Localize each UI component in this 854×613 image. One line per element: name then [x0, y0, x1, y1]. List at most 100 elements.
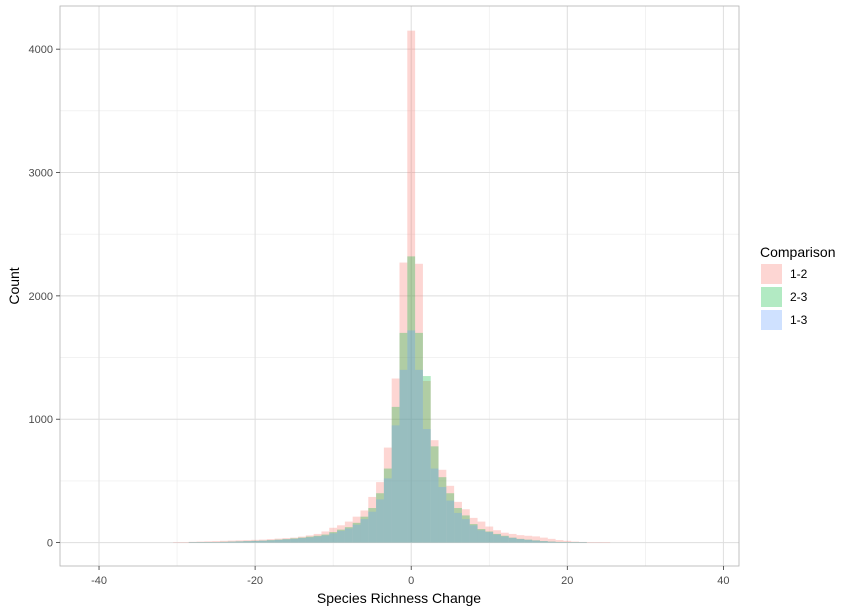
histogram-bar [446, 500, 455, 543]
histogram-bar [461, 509, 470, 543]
y-tick-label: 3000 [29, 168, 53, 180]
histogram-bar [243, 541, 252, 543]
histogram-bar [266, 539, 275, 543]
histogram-bar [188, 541, 197, 543]
histogram-bar [539, 541, 548, 543]
histogram-bar [407, 30, 416, 543]
histogram-bar [337, 529, 345, 543]
histogram-bar [196, 542, 205, 543]
x-axis-title: Species Richness Change [317, 590, 481, 606]
histogram-bar [313, 535, 322, 543]
histogram-bar [422, 376, 431, 543]
histogram-bar [352, 524, 361, 543]
histogram-bar [415, 369, 423, 543]
histogram-bar [305, 537, 314, 543]
histogram-bar [173, 542, 181, 543]
histogram-bar [243, 541, 252, 543]
histogram-bar [430, 446, 439, 543]
y-axis-ticks: 0 1000 2000 3000 4000 [29, 44, 60, 550]
histogram-bar [485, 526, 494, 543]
histogram-bar [547, 541, 556, 543]
histogram-bar [376, 482, 384, 543]
histogram-bar [563, 540, 572, 543]
histogram-bar [290, 538, 299, 543]
histogram-bar [438, 487, 447, 543]
histogram-bar [259, 539, 267, 543]
histogram-bar [532, 540, 540, 543]
histogram-bar [376, 499, 384, 543]
histogram-bar [196, 541, 205, 543]
histogram-bar [352, 516, 361, 543]
histogram-bar [290, 537, 299, 543]
histogram-bar [415, 332, 423, 543]
x-tick-label: 20 [561, 575, 573, 587]
histogram-bar [305, 535, 314, 543]
histogram-bar [516, 539, 525, 543]
histogram-bar [508, 537, 517, 543]
histogram-bar [360, 516, 369, 543]
histogram-bar [212, 542, 220, 543]
histogram-bar [298, 536, 306, 543]
histogram-bar [469, 524, 478, 543]
histogram-bar [594, 542, 603, 543]
x-tick-label: -40 [91, 575, 107, 587]
histogram-bar [485, 531, 494, 543]
histogram-bar [266, 540, 275, 543]
histogram-bar [524, 535, 533, 543]
histogram-bar [579, 541, 587, 543]
histogram-bar [422, 380, 431, 543]
histogram-bar [407, 330, 416, 543]
histogram-bar [524, 539, 533, 543]
histogram-bar [508, 533, 517, 543]
histogram-bar [251, 540, 260, 543]
histogram-bar [227, 540, 236, 543]
histogram-bar [235, 541, 244, 543]
histogram-bar [298, 537, 306, 543]
legend-label: 1-3 [790, 313, 808, 327]
histogram-bar [391, 406, 400, 543]
legend-label: 1-2 [790, 267, 808, 281]
histogram-bar [454, 501, 462, 543]
legend-key [761, 264, 782, 284]
histogram-bar [391, 425, 400, 543]
histogram-bar [321, 534, 330, 543]
series-1-2 [173, 30, 611, 543]
histogram-bar [344, 527, 353, 543]
histogram-bar [399, 369, 408, 543]
histogram-bar [383, 447, 392, 543]
legend-item-1-2: 1-2 [761, 264, 808, 284]
grid-lines [60, 6, 739, 566]
histogram-bar [438, 469, 447, 543]
legend-label: 2-3 [790, 290, 808, 304]
histogram-bar [321, 535, 330, 543]
legend-item-1-3: 1-3 [761, 310, 808, 330]
histogram-bars [173, 30, 611, 543]
y-axis-title: Count [6, 267, 22, 304]
histogram-bar [282, 538, 291, 543]
histogram-bar [469, 517, 478, 543]
legend: Comparison 1-2 2-3 1-3 [760, 244, 835, 330]
histogram-bar [493, 534, 501, 543]
histogram-bar [368, 508, 377, 543]
histogram-bar [274, 539, 283, 543]
histogram-bar [305, 536, 314, 543]
histogram-bar [313, 533, 322, 543]
y-tick-label: 1000 [29, 414, 53, 426]
histogram-bar [282, 539, 291, 543]
histogram-bar [563, 542, 572, 543]
histogram-bar [516, 538, 525, 543]
histogram-bar [571, 542, 580, 543]
histogram-bar [196, 542, 205, 543]
histogram-bar [602, 542, 611, 543]
histogram-bar [547, 538, 556, 543]
histogram-bar [360, 519, 369, 543]
histogram-bar [321, 531, 330, 543]
histogram-bar [493, 530, 501, 543]
histogram-bar [274, 538, 283, 543]
histogram-bar [235, 541, 244, 543]
histogram-bar [516, 535, 525, 543]
histogram-bar [298, 538, 306, 543]
histogram-bar [204, 541, 213, 543]
histogram-bar [461, 515, 470, 543]
